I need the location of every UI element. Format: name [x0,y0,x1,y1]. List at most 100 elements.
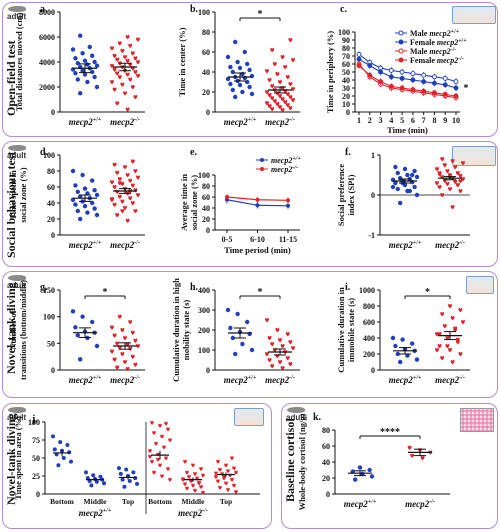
data-point-a [115,71,120,76]
data-point-j [124,467,129,472]
y-tick-label-c: 20 [342,92,350,101]
y-tick-label-h: 200 [198,326,210,335]
y-tick-label-d: 80 [47,167,55,176]
data-point-b [230,69,235,75]
data-point-d [133,188,138,193]
data-point-f [414,192,420,198]
data-point-f [435,180,439,186]
data-point-a [90,69,95,75]
data-point-a [112,67,117,72]
data-point-j [135,481,139,486]
data-point-i [458,307,463,313]
sig-marker-g: * [103,287,108,298]
data-point-f [437,170,442,176]
data-point-g [130,354,135,359]
y-tick-label-b: 20 [202,88,210,97]
x-tick-label-h: mecp2+/+ [224,375,257,385]
data-point-a [130,84,135,90]
data-point-d [82,186,88,191]
series-point-c [421,79,427,85]
panel-letter-b: b. [190,4,199,15]
y-tick-label-c: 10 [342,100,350,109]
y-tick-label-b: 100 [198,8,210,17]
y-tick-label-k: 40 [322,458,330,467]
data-point-d [117,180,122,186]
data-point-j [187,474,191,479]
data-point-j [218,467,222,472]
panel-letter-e: e. [190,147,197,158]
data-point-j [199,485,203,489]
x-tick-label-j: Middle [84,497,108,506]
data-point-a [70,47,76,52]
x-tick-label-g: mecp2+/+ [69,375,102,385]
data-point-g [112,357,117,362]
data-point-j [122,484,127,489]
data-point-j [168,477,172,482]
series-point-c [410,77,416,83]
group-label-j: mecp2-/- [178,508,208,518]
x-tick-label-c: 4 [389,116,393,125]
data-point-b [275,101,280,107]
data-point-f [453,164,458,170]
data-point-j [150,420,154,425]
x-tick-label-e: 6-10 [250,235,265,244]
data-point-b [288,81,293,87]
y-tick-label-a: 8000 [39,8,55,17]
data-point-g [123,335,127,341]
y-axis-label-k: Whole-body cortisol (ng/g) [297,413,307,510]
x-tick-label-a: mecp2+/+ [69,117,102,127]
x-tick-label-f: mecp2-/- [435,240,465,250]
y-axis-label-a: Total distances moved (cm) [14,13,24,112]
y-tick-label-i: 0 [371,366,375,375]
y-axis-label-j: Time spent in area (%) [13,416,23,500]
y-tick-label-c: 40 [342,76,350,85]
series-point-c [431,74,437,80]
data-point-f [395,186,400,192]
legend-label-c: Female mecp2-/- [410,56,464,65]
y-axis-label-f-2: index (SPI) [346,174,356,215]
data-point-a [123,54,127,60]
data-point-h [233,351,238,357]
data-point-a [110,63,114,69]
sig-marker-c: * [464,83,469,94]
group-label-j: mecp2+/+ [79,508,112,518]
data-point-j [232,483,236,488]
data-point-a [120,48,125,54]
data-point-d [128,178,133,183]
panel-letter-a: a. [40,4,48,15]
y-tick-label-j: 25 [32,472,40,481]
data-point-d [75,208,81,214]
data-point-j [214,471,218,476]
data-point-a [112,87,117,92]
y-tick-label-e: 60 [202,193,210,202]
series-point-e [286,203,290,208]
legend-marker-c [398,30,404,36]
sig-marker-h: * [258,287,263,298]
data-point-g [80,314,85,319]
data-point-j [148,449,152,453]
data-point-f [402,166,408,172]
data-point-j [224,481,228,486]
data-point-b [225,76,231,82]
series-point-c [453,79,459,85]
data-point-b [267,103,272,109]
data-point-d [92,188,97,193]
data-point-b [233,94,238,100]
y-axis-label-e: Average time in [179,174,189,231]
data-point-i [400,337,405,342]
data-point-a [78,91,83,96]
data-point-d [120,199,125,204]
data-point-b [285,91,290,97]
data-point-a [87,44,93,50]
data-point-j [216,459,220,464]
data-point-d [130,200,135,206]
data-point-j [131,470,136,475]
data-point-h [230,335,235,341]
series-point-c [367,72,373,78]
data-point-i [455,337,460,342]
data-point-h [280,365,285,371]
x-tick-label-b: mecp2-/- [265,117,295,127]
data-point-j [84,470,88,475]
data-point-a [110,79,114,85]
y-tick-label-d: 100 [43,151,55,160]
